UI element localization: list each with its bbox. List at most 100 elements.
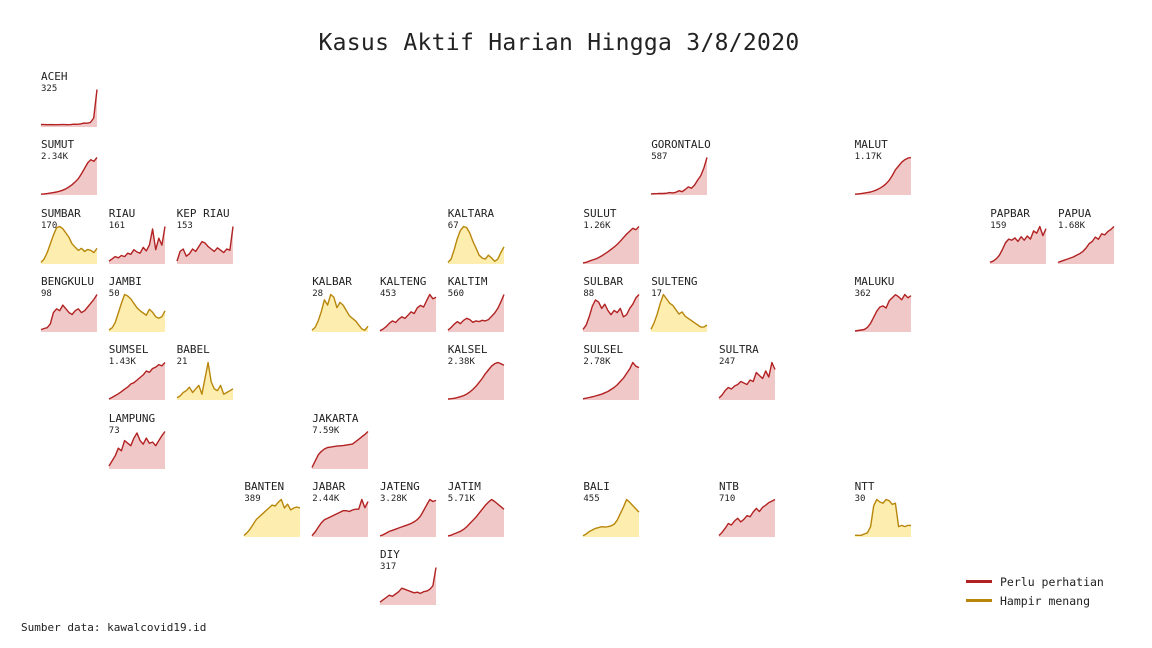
series-line <box>854 498 911 536</box>
province-name: KALSEL <box>447 343 488 357</box>
sparkline-bali <box>583 498 640 537</box>
province-peak-value: 2.38K <box>447 357 475 368</box>
area-fill <box>651 157 708 196</box>
province-name: PAPUA <box>1058 206 1092 220</box>
province-tile-sultra: SULTRA 247 <box>718 343 777 406</box>
province-peak-value: 7.59K <box>312 425 340 436</box>
province-tile-sulut: SULUT 1.26K <box>583 207 641 270</box>
area-fill <box>41 157 97 196</box>
sparkline-sultra <box>718 361 776 401</box>
province-peak-value: 98 <box>41 288 52 299</box>
province-name: JATENG <box>380 479 420 493</box>
sparkline-banten <box>243 498 301 537</box>
province-tile-banten: BANTEN 389 <box>243 480 302 543</box>
area-fill <box>447 499 504 537</box>
province-tile-ntt: NTT 30 <box>854 480 913 543</box>
area-fill <box>176 226 233 264</box>
area-fill <box>108 294 165 332</box>
legend: Perlu perhatian Hampir menang <box>966 572 1104 610</box>
province-tile-papua: PAPUA 1.68K <box>1057 206 1116 270</box>
area-fill <box>583 499 640 537</box>
province-peak-value: 362 <box>854 288 871 299</box>
province-tile-sumsel: SUMSEL 1.43K <box>108 344 167 406</box>
province-tile-kaltara: KALTARA 67 <box>447 207 506 270</box>
province-peak-value: 389 <box>244 493 261 504</box>
province-tile-jatim: JATIM 5.71K <box>447 480 506 543</box>
province-peak-value: 1.43K <box>108 357 136 368</box>
sparkline-ntt <box>854 498 911 537</box>
area-fill <box>719 499 775 537</box>
province-peak-value: 28 <box>312 288 324 299</box>
province-name: BALI <box>583 479 610 493</box>
sparkline-papbar <box>989 225 1047 264</box>
series-line <box>583 498 640 537</box>
province-name: SUMBAR <box>41 206 81 220</box>
legend-label-hampir-menang: Hampir menang <box>1000 593 1091 608</box>
series-line <box>854 293 911 332</box>
area-fill <box>583 294 640 332</box>
province-peak-value: 1.26K <box>583 220 611 231</box>
series-line <box>379 293 437 332</box>
sparkline-jabar <box>311 498 369 537</box>
province-peak-value: 560 <box>447 288 465 299</box>
province-name: SULSEL <box>583 343 624 357</box>
province-peak-value: 170 <box>41 220 58 231</box>
area-fill <box>380 294 436 332</box>
series-line <box>311 498 369 536</box>
province-name: JAKARTA <box>312 411 359 425</box>
province-tile-bali: BALI 455 <box>583 479 641 543</box>
sparkline-diy <box>379 567 437 606</box>
series-line <box>108 430 166 466</box>
area-fill <box>854 294 911 332</box>
province-tile-papbar: PAPBAR 159 <box>989 207 1048 270</box>
sparkline-sumbar <box>40 225 98 264</box>
series-line <box>176 361 233 399</box>
area-fill <box>583 226 640 264</box>
province-name: JAMBI <box>108 274 142 288</box>
series-line <box>447 294 505 331</box>
province-tile-kalbar: KALBAR 28 <box>311 275 370 338</box>
province-tile-ntb: NTB 710 <box>718 480 777 543</box>
series-line <box>583 361 640 400</box>
sparkline-babel <box>176 361 233 401</box>
series-line <box>108 225 166 262</box>
series-line <box>40 157 98 196</box>
province-tile-jambi: JAMBI 50 <box>108 274 167 338</box>
series-line <box>583 225 640 264</box>
sparkline-ntb <box>718 498 776 537</box>
province-name: SULTRA <box>719 343 759 357</box>
province-name: SULBAR <box>583 274 624 288</box>
area-fill <box>312 294 369 332</box>
sparkline-maluku <box>854 293 911 332</box>
province-name: RIAU <box>108 206 136 220</box>
province-tile-babel: BABEL 21 <box>176 344 235 406</box>
province-tile-jateng: JATENG 3.28K <box>379 479 438 543</box>
province-peak-value: 17 <box>651 288 663 299</box>
province-peak-value: 88 <box>583 288 595 299</box>
sparkline-sumut <box>40 157 98 196</box>
province-tile-sumbar: SUMBAR 170 <box>40 206 99 270</box>
series-line <box>582 293 640 330</box>
series-line <box>718 361 776 399</box>
province-peak-value: 159 <box>990 220 1007 231</box>
sparkline-bengkulu <box>40 294 98 332</box>
province-peak-value: 3.28K <box>380 493 408 504</box>
province-tile-lampung: LAMPUNG 73 <box>108 412 167 475</box>
source-note: Sumber data: kawalcovid19.id <box>21 621 207 634</box>
series-line <box>243 498 301 536</box>
sparkline-kaltim <box>447 294 505 332</box>
series-line <box>108 362 166 400</box>
province-peak-value: 710 <box>719 493 736 504</box>
province-peak-value: 153 <box>176 220 193 231</box>
province-tile-gorontalo: GORONTALO 587 <box>651 139 711 201</box>
sparkline-malut <box>854 157 911 196</box>
area-fill <box>1058 226 1114 264</box>
area-fill <box>312 431 369 469</box>
sparkline-jambi <box>108 293 166 332</box>
province-tile-maluku: MALUKU 362 <box>854 275 913 338</box>
province-tile-jabar: JABAR 2.44K <box>311 480 370 543</box>
area-fill <box>447 226 504 264</box>
province-peak-value: 161 <box>108 220 126 231</box>
province-name: KALTENG <box>380 274 427 288</box>
